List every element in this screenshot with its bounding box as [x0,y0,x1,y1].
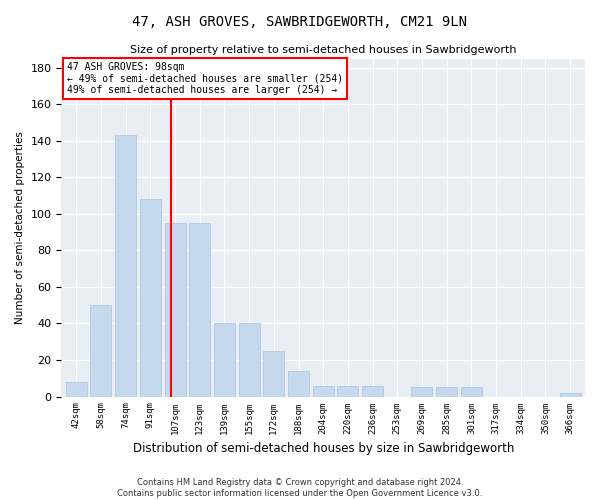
Bar [91,305,112,396]
Text: 47, ASH GROVES, SAWBRIDGEWORTH, CM21 9LN: 47, ASH GROVES, SAWBRIDGEWORTH, CM21 9LN [133,15,467,29]
Bar [362,386,383,396]
Bar [436,388,457,396]
Bar [313,386,334,396]
Bar [461,388,482,396]
Bar [239,324,260,396]
Bar [337,386,358,396]
Bar [66,382,87,396]
Y-axis label: Number of semi-detached properties: Number of semi-detached properties [15,131,25,324]
Text: 47 ASH GROVES: 98sqm
← 49% of semi-detached houses are smaller (254)
49% of semi: 47 ASH GROVES: 98sqm ← 49% of semi-detac… [67,62,343,95]
Bar [288,371,309,396]
X-axis label: Distribution of semi-detached houses by size in Sawbridgeworth: Distribution of semi-detached houses by … [133,442,514,455]
Bar [560,393,581,396]
Bar [189,223,210,396]
Bar [263,351,284,397]
Bar [412,388,433,396]
Title: Size of property relative to semi-detached houses in Sawbridgeworth: Size of property relative to semi-detach… [130,45,517,55]
Bar [140,199,161,396]
Bar [164,223,185,396]
Bar [214,324,235,396]
Text: Contains HM Land Registry data © Crown copyright and database right 2024.
Contai: Contains HM Land Registry data © Crown c… [118,478,482,498]
Bar [115,136,136,396]
